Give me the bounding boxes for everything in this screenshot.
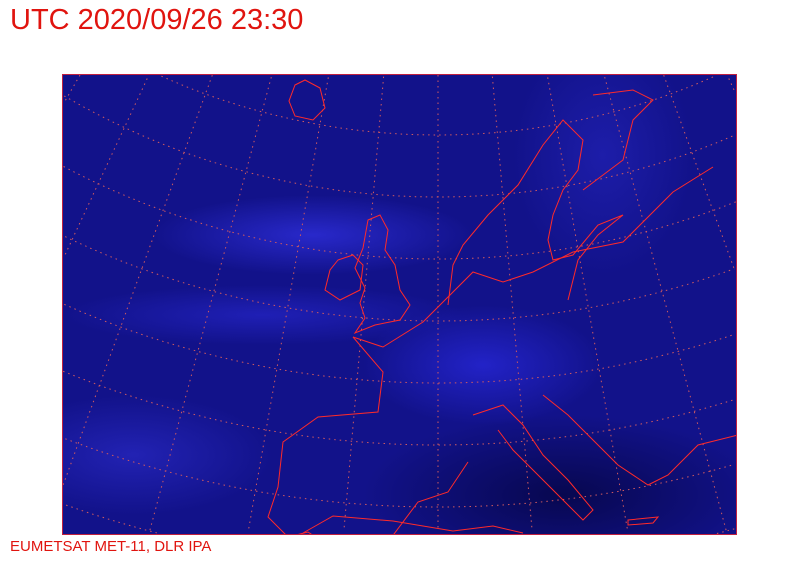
data-source-credit: EUMETSAT MET-11, DLR IPA bbox=[10, 538, 212, 555]
coastline-iceland bbox=[288, 79, 326, 121]
coastline-north-africa bbox=[302, 515, 524, 534]
coastline-balkans bbox=[542, 394, 736, 486]
coastline-crete bbox=[627, 516, 660, 526]
coastline-norway-sweden bbox=[447, 119, 624, 306]
latitude-line bbox=[63, 370, 736, 446]
meridian-line bbox=[343, 76, 385, 531]
meridian-line bbox=[491, 76, 533, 531]
latitude-line bbox=[63, 166, 736, 260]
coastline-italy bbox=[472, 404, 594, 521]
meridian-line bbox=[247, 77, 329, 531]
timestamp-title: UTC 2020/09/26 23:30 bbox=[10, 4, 304, 36]
coastline-france-iberia bbox=[267, 336, 469, 534]
meridian-line bbox=[604, 76, 728, 534]
meridian-line bbox=[663, 75, 736, 271]
coastline-finland bbox=[582, 89, 654, 191]
coastlines bbox=[267, 79, 736, 534]
latitude-line bbox=[64, 236, 735, 322]
satellite-map bbox=[62, 74, 737, 535]
coastline-ireland bbox=[324, 254, 364, 301]
meridian-line bbox=[63, 78, 148, 257]
meridian-line bbox=[63, 75, 81, 104]
latitude-line bbox=[65, 438, 733, 508]
meridian-line bbox=[148, 76, 272, 534]
map-overlay bbox=[63, 75, 736, 534]
coastline-continent bbox=[352, 166, 714, 348]
graticule bbox=[63, 75, 736, 534]
meridian-line bbox=[728, 78, 736, 94]
latitude-line bbox=[63, 95, 735, 198]
meridian-line bbox=[63, 75, 213, 486]
latitude-line bbox=[64, 303, 733, 384]
coastline-great-britain bbox=[353, 214, 411, 335]
